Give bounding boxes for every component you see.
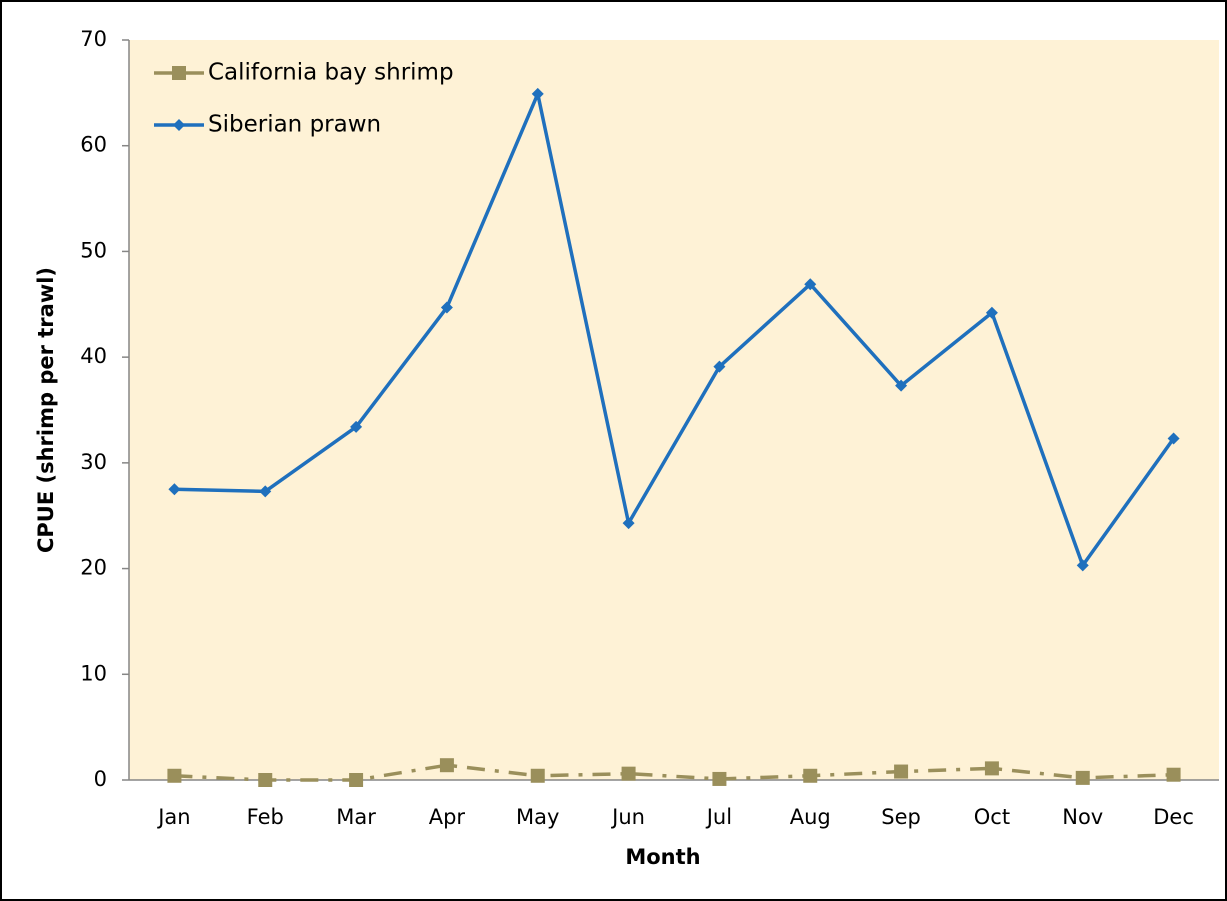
marker [258, 773, 273, 787]
marker [1167, 432, 1180, 445]
y-tick-label: 70 [80, 27, 107, 51]
y-axis-title: CPUE (shrimp per trawl) [34, 267, 58, 553]
marker [531, 87, 544, 100]
marker [168, 483, 181, 496]
marker [439, 758, 454, 773]
marker [1166, 767, 1181, 782]
y-tick-label: 40 [80, 344, 107, 368]
marker [621, 766, 636, 781]
marker [349, 773, 364, 787]
marker [894, 764, 909, 779]
marker [530, 768, 545, 783]
y-tick-label: 0 [94, 767, 107, 791]
marker [350, 420, 363, 433]
x-tick-label: Aug [790, 805, 831, 829]
x-tick-label: Sep [881, 805, 921, 829]
marker [167, 768, 182, 783]
marker [440, 301, 453, 314]
x-tick-label: Mar [336, 805, 376, 829]
x-tick-label: Nov [1062, 805, 1103, 829]
x-tick-label: Dec [1153, 805, 1194, 829]
marker [713, 360, 726, 373]
x-tick-label: Jun [610, 805, 645, 829]
legend-label: California bay shrimp [208, 60, 454, 86]
x-tick-label: Jan [156, 805, 190, 829]
marker [804, 278, 817, 291]
x-axis-title: Month [625, 845, 700, 869]
series-line [174, 92, 1176, 568]
x-tick-label: May [516, 805, 559, 829]
marker [712, 771, 727, 786]
marker [1075, 770, 1090, 785]
y-tick-label: 10 [80, 661, 107, 685]
x-tick-label: Apr [429, 805, 466, 829]
legend-marker [173, 119, 185, 131]
marker [259, 485, 272, 498]
y-tick-label: 50 [80, 238, 107, 262]
marker [895, 379, 908, 392]
y-tick-label: 20 [80, 556, 107, 580]
marker [803, 768, 818, 783]
marker [622, 517, 635, 530]
y-tick-label: 60 [80, 133, 107, 157]
x-tick-label: Feb [247, 805, 284, 829]
y-tick-label: 30 [80, 450, 107, 474]
plot-area [129, 40, 1219, 780]
marker [1076, 559, 1089, 572]
marker [985, 306, 998, 319]
x-tick-label: Oct [974, 805, 1010, 829]
marker [984, 761, 999, 776]
legend-label: Siberian prawn [208, 112, 381, 138]
legend-marker [172, 66, 186, 80]
x-tick-label: Jul [705, 805, 732, 829]
